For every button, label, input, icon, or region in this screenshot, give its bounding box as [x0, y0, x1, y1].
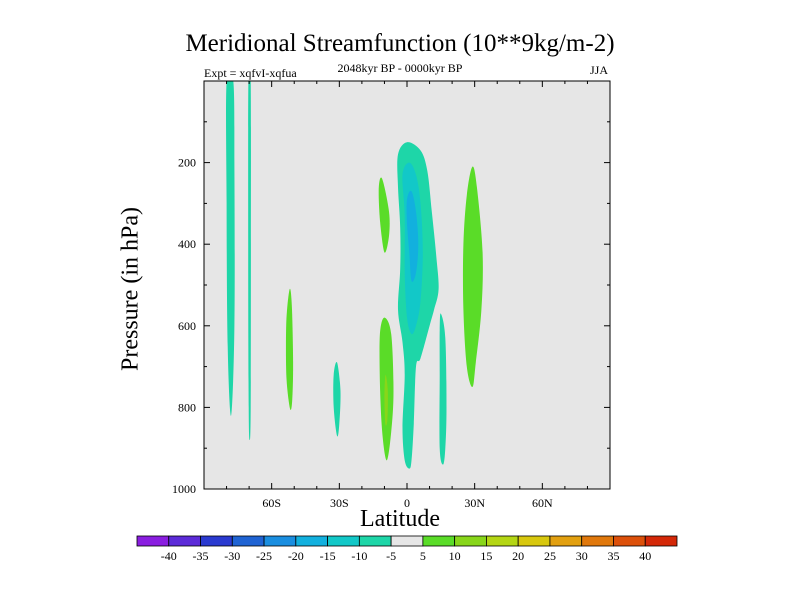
colorbar-swatch [327, 535, 360, 547]
season-label: JJA [590, 63, 609, 77]
chart-title: Meridional Streamfunction (10**9kg/m-2) [185, 30, 615, 57]
y-tick-label: 1000 [172, 482, 196, 496]
colorbar-level-label: -35 [193, 549, 209, 563]
colorbar-swatch [168, 535, 201, 547]
chart-subtitle: 2048kyr BP - 0000kyr BP [337, 61, 463, 75]
colorbar-swatch [613, 535, 646, 547]
experiment-label: Expt = xqfvI-xqfua [204, 66, 297, 80]
contour-region-sh-subtropical-cell [333, 361, 341, 437]
contour-region-sh-upper-cell-narrow [226, 81, 235, 416]
colorbar-swatch [263, 535, 297, 547]
colorbar-level-label: 25 [544, 549, 556, 563]
colorbar-level-label: -5 [386, 549, 396, 563]
contour-region-nh-lower-cell [439, 313, 447, 465]
colorbar-swatch [454, 535, 487, 547]
y-tick-label: 800 [178, 400, 196, 414]
colorbar-swatch [390, 535, 424, 547]
colorbar-swatch [136, 535, 170, 547]
colorbar-swatch [644, 535, 678, 547]
colorbar-level-label: -30 [224, 549, 240, 563]
colorbar-swatch [231, 535, 265, 547]
colorbar-swatch [358, 535, 392, 547]
x-tick-label: 30S [330, 496, 349, 510]
colorbar-level-label: -25 [256, 549, 272, 563]
colorbar-swatch [517, 535, 551, 547]
colorbar-swatch [549, 535, 583, 547]
y-tick-label: 400 [178, 237, 196, 251]
contour-region-sh-lower-green-core [384, 374, 388, 426]
contour-region-sh-midlat-cell [285, 288, 294, 411]
colorbar-swatch [581, 535, 614, 547]
y-tick-label: 200 [178, 156, 196, 170]
x-tick-label: 30N [464, 496, 485, 510]
colorbar-level-label: 5 [420, 549, 426, 563]
colorbar-swatch [486, 535, 519, 547]
colorbar-swatch [422, 535, 456, 547]
colorbar-level-label: 30 [576, 549, 588, 563]
x-tick-label: 60N [532, 496, 553, 510]
contour-region-sh-upper-green [378, 177, 390, 253]
colorbar-level-label: 35 [607, 549, 619, 563]
colorbar-level-label: 20 [512, 549, 524, 563]
colorbar-level-label: 10 [449, 549, 461, 563]
colorbar-level-label: -10 [351, 549, 367, 563]
contour-region-equatorial-cell-inner [406, 190, 419, 282]
colorbar-level-label: 40 [639, 549, 651, 563]
contour-region-nh-tropical-green [462, 166, 483, 388]
x-tick-label: 0 [404, 496, 410, 510]
x-tick-label: 60S [262, 496, 281, 510]
colorbar-swatch [200, 535, 233, 547]
y-tick-label: 600 [178, 319, 196, 333]
colorbar-swatch [295, 535, 328, 547]
contour-region-sh-thin-streak [248, 81, 251, 440]
colorbar-level-label: -15 [320, 549, 336, 563]
colorbar-level-label: -20 [288, 549, 304, 563]
colorbar-level-label: 15 [480, 549, 492, 563]
colorbar-level-label: -40 [161, 549, 177, 563]
x-axis-label: Latitude [360, 506, 440, 532]
